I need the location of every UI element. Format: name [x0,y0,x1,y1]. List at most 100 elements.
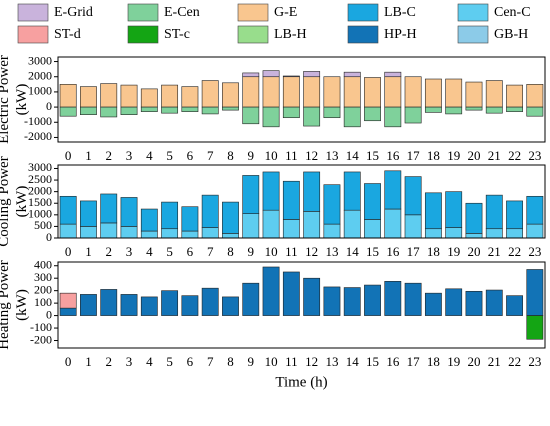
bar [445,227,463,239]
x-tick-label: 19 [447,148,460,163]
x-tick-label: 20 [467,148,480,163]
x-tick-label: 13 [325,354,338,369]
x-tick-label: 16 [386,354,400,369]
x-tick-label: 21 [488,244,501,259]
x-tick-label: 9 [248,354,255,369]
legend-label: LB-C [384,5,416,20]
bar [303,71,321,78]
legend-swatch [127,3,159,22]
bar [282,106,300,119]
bar [140,296,158,316]
bar [59,84,77,108]
legend-swatch [347,25,379,44]
bar [262,76,280,108]
x-tick-label: 18 [427,244,440,259]
bar [80,86,97,108]
y-tick-label: 200 [34,282,52,296]
bar [181,230,199,239]
bar [120,294,138,316]
x-tick-label: 4 [146,354,153,369]
bar [201,106,219,115]
x-tick-label: 16 [386,148,400,163]
bar [282,271,300,316]
legend-swatch [237,25,269,44]
x-tick-label: 17 [407,244,421,259]
bar [384,71,402,78]
y-axis-label-line: (kW) [14,186,30,218]
x-tick-label: 13 [325,148,338,163]
y-axis-label: Cooling Power(kW) [0,156,30,246]
y-axis-label-line: Cooling Power [0,156,12,246]
y-tick-label: 500 [34,218,52,232]
bar [161,106,179,114]
bar [262,106,280,128]
y-tick-label: 3000 [28,53,52,67]
bar [100,193,118,224]
x-tick-label: 7 [207,148,214,163]
bar [384,76,402,108]
bar [140,88,158,108]
bar [100,106,118,118]
bar [242,282,260,316]
bar [242,106,260,125]
bar [100,222,118,239]
legend-swatch [237,3,269,22]
bar [485,106,503,114]
bar [526,315,544,340]
bar [262,209,280,239]
x-tick-label: 2 [105,148,112,163]
bar [59,195,77,225]
bar [343,106,361,128]
x-tick-label: 6 [187,148,194,163]
bar [323,184,341,225]
y-tick-label: 3000 [28,160,52,174]
legend-label: GB-H [494,27,528,42]
y-tick-label: 100 [34,295,52,309]
x-tick-label: 19 [447,244,460,259]
bar [303,211,321,239]
legend-swatch [457,25,489,44]
y-tick-label: 0 [46,99,52,113]
x-tick-label: 3 [126,244,133,259]
legend-label: ST-c [164,27,190,42]
bar [120,106,138,115]
bar [181,86,199,108]
bar [506,200,523,230]
x-tick-label: 0 [65,244,72,259]
plot-frame [57,261,546,349]
bar [262,171,280,211]
legend-swatch [127,25,159,44]
bar [80,106,97,115]
y-tick-label: -1000 [24,114,52,128]
bar [161,290,179,316]
x-tick-label: 14 [346,148,360,163]
bar [242,76,260,108]
legend-label: ST-d [54,27,81,42]
bar [526,106,544,117]
bar [120,197,138,227]
bar [445,191,463,228]
bar [445,106,463,115]
x-tick-label: 8 [227,244,234,259]
x-tick-label: 23 [528,244,541,259]
bar [242,213,260,239]
bar [526,84,544,108]
bar [201,227,219,239]
bar [222,201,239,234]
legend-label: HP-H [384,27,417,42]
bar [120,226,138,239]
x-tick-label: 15 [366,148,379,163]
bar [465,233,483,239]
legend-swatch [17,3,49,22]
bar [242,175,260,214]
x-tick-label: 15 [366,244,379,259]
bar [59,307,77,316]
bar [303,277,321,316]
x-tick-label: 6 [187,354,194,369]
x-tick-label: 12 [305,244,318,259]
x-tick-label: 14 [346,244,360,259]
bar [384,106,402,128]
bar [222,233,239,239]
bar [465,202,483,234]
bar [161,84,179,108]
